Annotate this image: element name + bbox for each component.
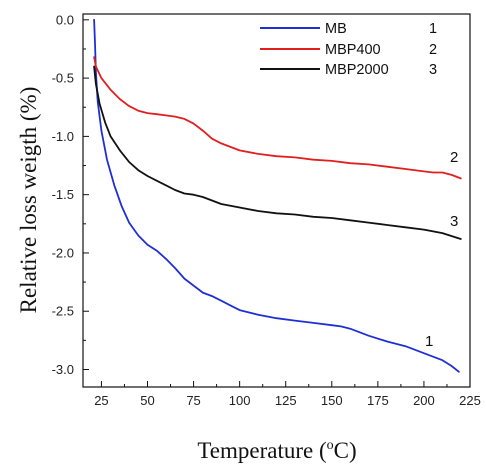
- x-axis-title-tail: C): [334, 438, 357, 463]
- x-tick-label-75: 75: [186, 393, 200, 408]
- x-axis-title-sup: o: [327, 438, 334, 453]
- y-tick-label-3: -1.5: [52, 187, 74, 202]
- series-line-mbp2000: [93, 65, 462, 240]
- x-tick-label-175: 175: [367, 393, 389, 408]
- legend-number-2: 2: [429, 42, 437, 58]
- curve-label-3: 3: [450, 213, 458, 230]
- plot-frame: [82, 13, 471, 388]
- x-tick-label-125: 125: [275, 393, 297, 408]
- curve-label-1: 1: [425, 333, 433, 350]
- legend-number-1: 1: [429, 21, 437, 37]
- legend: MB 1 MBP400 2 MBP2000 3: [260, 21, 437, 78]
- x-tick-label-150: 150: [321, 393, 343, 408]
- legend-label-mbp2000: MBP2000: [325, 62, 389, 78]
- y-tick-label-6: -3.0: [52, 362, 74, 377]
- x-axis-title-main: Temperature (: [197, 438, 326, 463]
- x-tick-label-25: 25: [94, 393, 108, 408]
- x-tick-label-50: 50: [140, 393, 154, 408]
- x-tick-label-225: 225: [459, 393, 481, 408]
- legend-label-mbp400: MBP400: [325, 42, 381, 58]
- x-tick-label-100: 100: [229, 393, 251, 408]
- curve-label-2: 2: [450, 149, 458, 166]
- legend-label-mb: MB: [325, 21, 347, 37]
- y-tick-label-0: 0.0: [56, 12, 74, 27]
- legend-number-3: 3: [429, 62, 437, 78]
- y-axis-title: Relative loss weigth (%): [16, 87, 41, 314]
- series-line-mb: [93, 18, 460, 373]
- x-axis-title: Temperature (oC): [197, 438, 356, 463]
- series-line-mbp400: [93, 56, 462, 180]
- y-tick-label-2: -1.0: [52, 129, 74, 144]
- x-tick-label-200: 200: [413, 393, 435, 408]
- y-tick-label-4: -2.0: [52, 245, 74, 260]
- y-tick-label-5: -2.5: [52, 304, 74, 319]
- y-tick-label-1: -0.5: [52, 71, 74, 86]
